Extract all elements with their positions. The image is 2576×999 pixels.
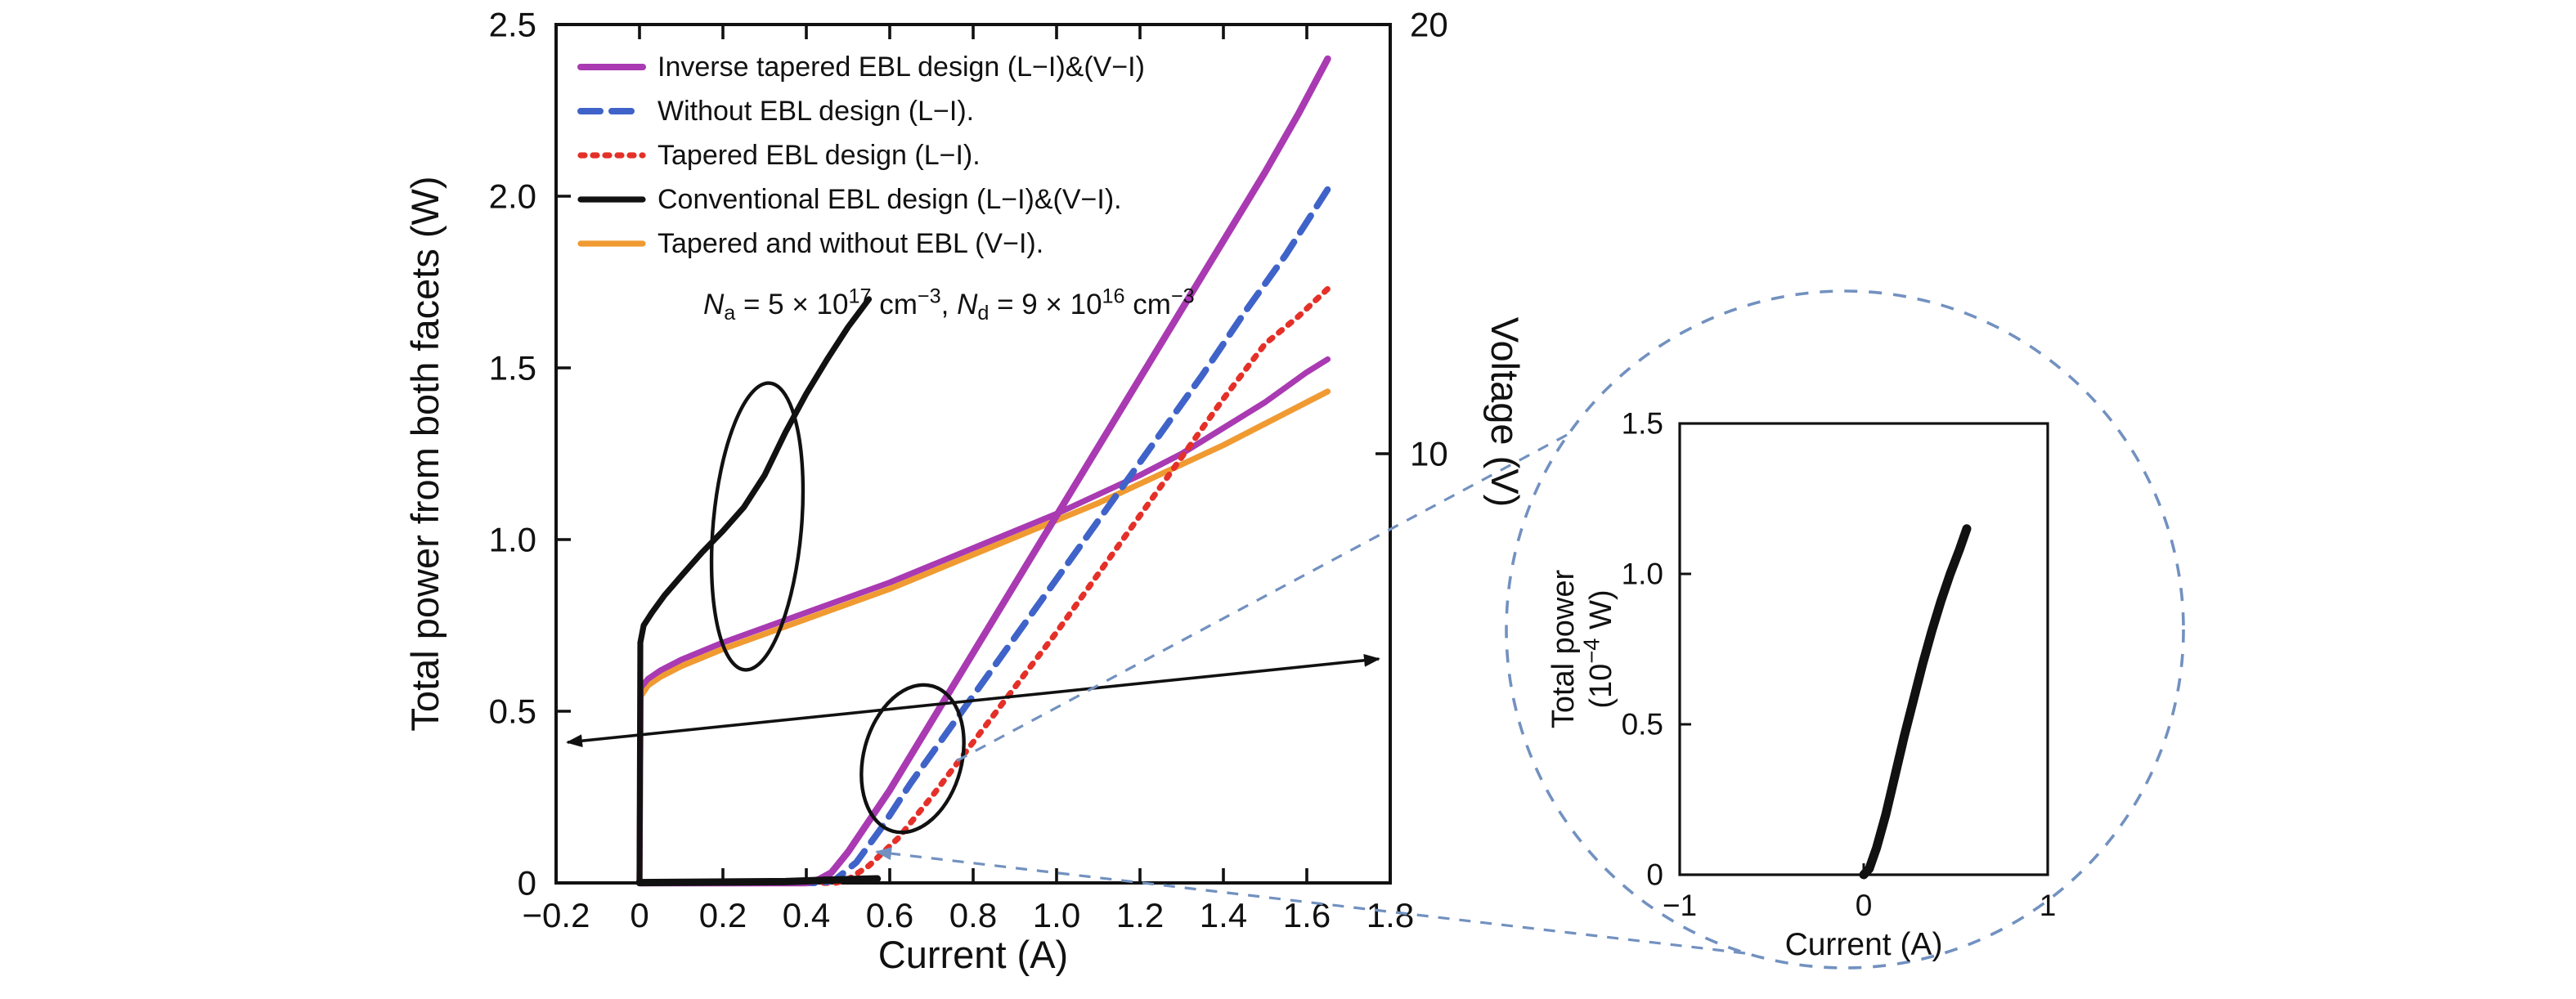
y-tick-label: 1.0 (1622, 558, 1663, 591)
y-tick-label: 0 (518, 864, 536, 903)
series-without-ebl-li (636, 186, 1331, 886)
zoom-connector-line-2 (875, 847, 1746, 955)
x-tick-label: −1 (1663, 889, 1697, 922)
legend-item: Without EBL design (L−I). (577, 96, 974, 127)
main-chart: −0.2 0 0.2 0.4 0.6 0.8 1.0 1.2 1.4 1.6 1.8Current … (403, 6, 2185, 976)
series-conventional-ebl-li-zoom (1859, 524, 1972, 880)
y-tick-label: 20 (1410, 6, 1448, 44)
y-axis-left: 0 0.5 1.0 1.5 2.0 2.5 Total power from both fa… (403, 6, 571, 903)
zoom-connector-line-1 (948, 433, 1568, 767)
x-tick-label: 1 (2040, 889, 2057, 922)
zoom-circle (1505, 289, 2185, 970)
y-tick-label: 2.5 (489, 6, 536, 44)
x-tick-label: 1.0 (1033, 896, 1080, 934)
y-tick-label: 0 (1646, 858, 1663, 892)
inset-y-axis-title-line-2: (10−4 W) (1579, 589, 1618, 708)
x-tick-label: 0 (1856, 889, 1873, 922)
legend-label: Conventional EBL design (L−I)&(V−I). (657, 184, 1122, 215)
series-tapered-ebl-li (636, 285, 1331, 886)
series-inverse-tapered-ebl-li (635, 55, 1331, 887)
legend-item: Conventional EBL design (L−I)&(V−I). (577, 184, 1122, 215)
y-tick-label: 2.0 (489, 177, 536, 216)
y-tick-label: 10 (1410, 435, 1448, 473)
inset-y-axis: 0 0.5 1.0 1.5 Total power (10−4 W) (1546, 407, 1691, 892)
y-tick-label: 1.0 (489, 521, 536, 559)
legend-item: Inverse tapered EBL design (L−I)&(V−I) (577, 52, 1145, 83)
series-conventional-ebl-li (635, 875, 882, 887)
inset-x-axis-title: Current (A) (1785, 927, 1943, 962)
y-axis-left-title: Total power from both facets (W) (403, 176, 447, 731)
legend-label: Tapered EBL design (L−I). (657, 140, 981, 171)
x-tick-label: 0 (630, 896, 648, 934)
legend-label: Tapered and without EBL (V−I). (657, 228, 1043, 259)
legend: Inverse tapered EBL design (L−I)&(V−I) Wi… (577, 52, 1145, 259)
x-tick-label: −0.2 (523, 896, 590, 934)
legend-item: Tapered EBL design (L−I). (577, 140, 981, 171)
y-axis-right: 10 20 Voltage (V) (1376, 6, 1527, 508)
y-tick-label: 0.5 (489, 692, 536, 731)
x-tick-label: 1.6 (1283, 896, 1331, 934)
legend-item: Tapered and without EBL (V−I). (577, 228, 1043, 259)
x-tick-label: 0.2 (699, 896, 747, 934)
x-tick-label: 0.4 (783, 896, 830, 934)
x-tick-label: 1.2 (1116, 896, 1164, 934)
y-axis-right-title: Voltage (V) (1483, 317, 1527, 508)
x-tick-label: 0.6 (866, 896, 913, 934)
x-tick-label: 1.4 (1200, 896, 1247, 934)
legend-label: Inverse tapered EBL design (L−I)&(V−I) (657, 52, 1145, 83)
inset-plot-border (1678, 422, 2049, 876)
x-tick-label: 1.8 (1367, 896, 1414, 934)
inset-x-axis: −1 0 1 Current (A) (1663, 863, 2056, 962)
legend-label: Without EBL design (L−I). (657, 96, 974, 127)
x-axis: −0.2 0 0.2 0.4 0.6 0.8 1.0 1.2 1.4 1.6 1.8 Current … (523, 25, 1414, 976)
x-tick-label: 0.8 (949, 896, 997, 934)
y-tick-label: 1.5 (489, 349, 536, 388)
series-group (635, 55, 1331, 887)
y-tick-label: 1.5 (1622, 407, 1663, 441)
series-inverse-tapered-ebl-vi (636, 356, 1331, 886)
inset-y-axis-title-line-1: Total power (1546, 569, 1581, 728)
y-tick-label: 0.5 (1622, 708, 1663, 741)
annotations (566, 289, 2185, 970)
x-axis-title: Current (A) (878, 933, 1068, 976)
series-conventional-ebl-vi (636, 296, 873, 886)
axis-pointer-arrow (566, 653, 1380, 748)
inset-series-group (1859, 524, 1972, 880)
doping-note: Na = 5 × 1017 cm−3, Nd = 9 × 1016 cm−3 (703, 285, 1195, 325)
